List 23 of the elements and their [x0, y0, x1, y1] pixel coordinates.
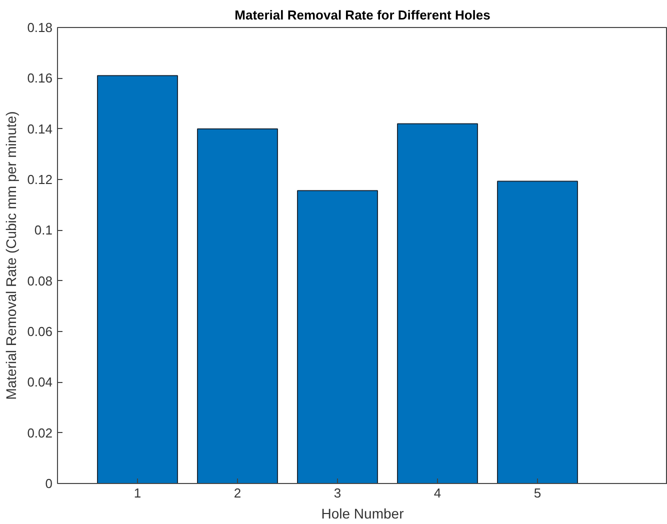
x-tick-label: 4 [434, 486, 442, 500]
bar [97, 75, 178, 484]
chart-title: Material Removal Rate for Different Holes [234, 8, 490, 22]
y-tick-label: 0.14 [27, 121, 53, 136]
y-axis-title: Material Removal Rate (Cubic mm per minute) [3, 111, 20, 400]
y-tick-label: 0.08 [27, 273, 53, 288]
bar [197, 128, 278, 484]
x-tick-label: 3 [334, 486, 342, 500]
y-tick-label: 0.12 [27, 172, 53, 187]
y-tick-label: 0.16 [27, 70, 53, 86]
y-tick-label: 0.18 [27, 20, 53, 35]
x-axis-title: Hole Number [321, 506, 404, 522]
y-tick-label: 0.04 [27, 374, 53, 390]
x-tick-label: 1 [134, 486, 142, 500]
bar [297, 190, 378, 484]
bar [497, 180, 578, 484]
bar [397, 123, 478, 484]
y-tick-label: 0.06 [27, 324, 53, 339]
y-tick-label: 0 [45, 476, 53, 491]
x-tick-label: 2 [234, 486, 242, 500]
y-tick-label: 0.02 [27, 425, 53, 440]
y-tick-label: 0.1 [34, 222, 53, 238]
x-tick-label: 5 [534, 486, 542, 500]
